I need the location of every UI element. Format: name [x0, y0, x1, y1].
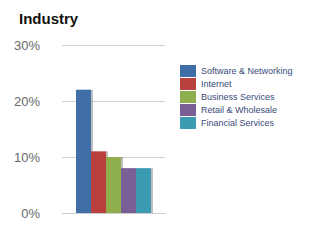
svg-text:Business Services: Business Services	[201, 92, 275, 102]
svg-text:Software & Networking: Software & Networking	[201, 66, 293, 76]
svg-text:Internet: Internet	[201, 79, 232, 89]
svg-text:20%: 20%	[14, 94, 40, 109]
svg-text:Industry: Industry	[19, 10, 79, 27]
svg-text:Retail & Wholesale: Retail & Wholesale	[201, 105, 277, 115]
svg-text:Financial Services: Financial Services	[201, 118, 275, 128]
svg-text:10%: 10%	[14, 150, 40, 165]
svg-text:0%: 0%	[21, 206, 40, 221]
svg-text:30%: 30%	[14, 38, 40, 53]
